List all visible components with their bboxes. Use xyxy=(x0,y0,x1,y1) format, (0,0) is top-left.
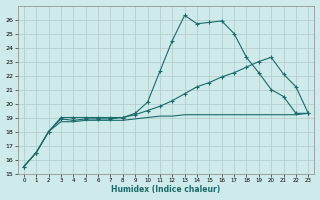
X-axis label: Humidex (Indice chaleur): Humidex (Indice chaleur) xyxy=(111,185,221,194)
